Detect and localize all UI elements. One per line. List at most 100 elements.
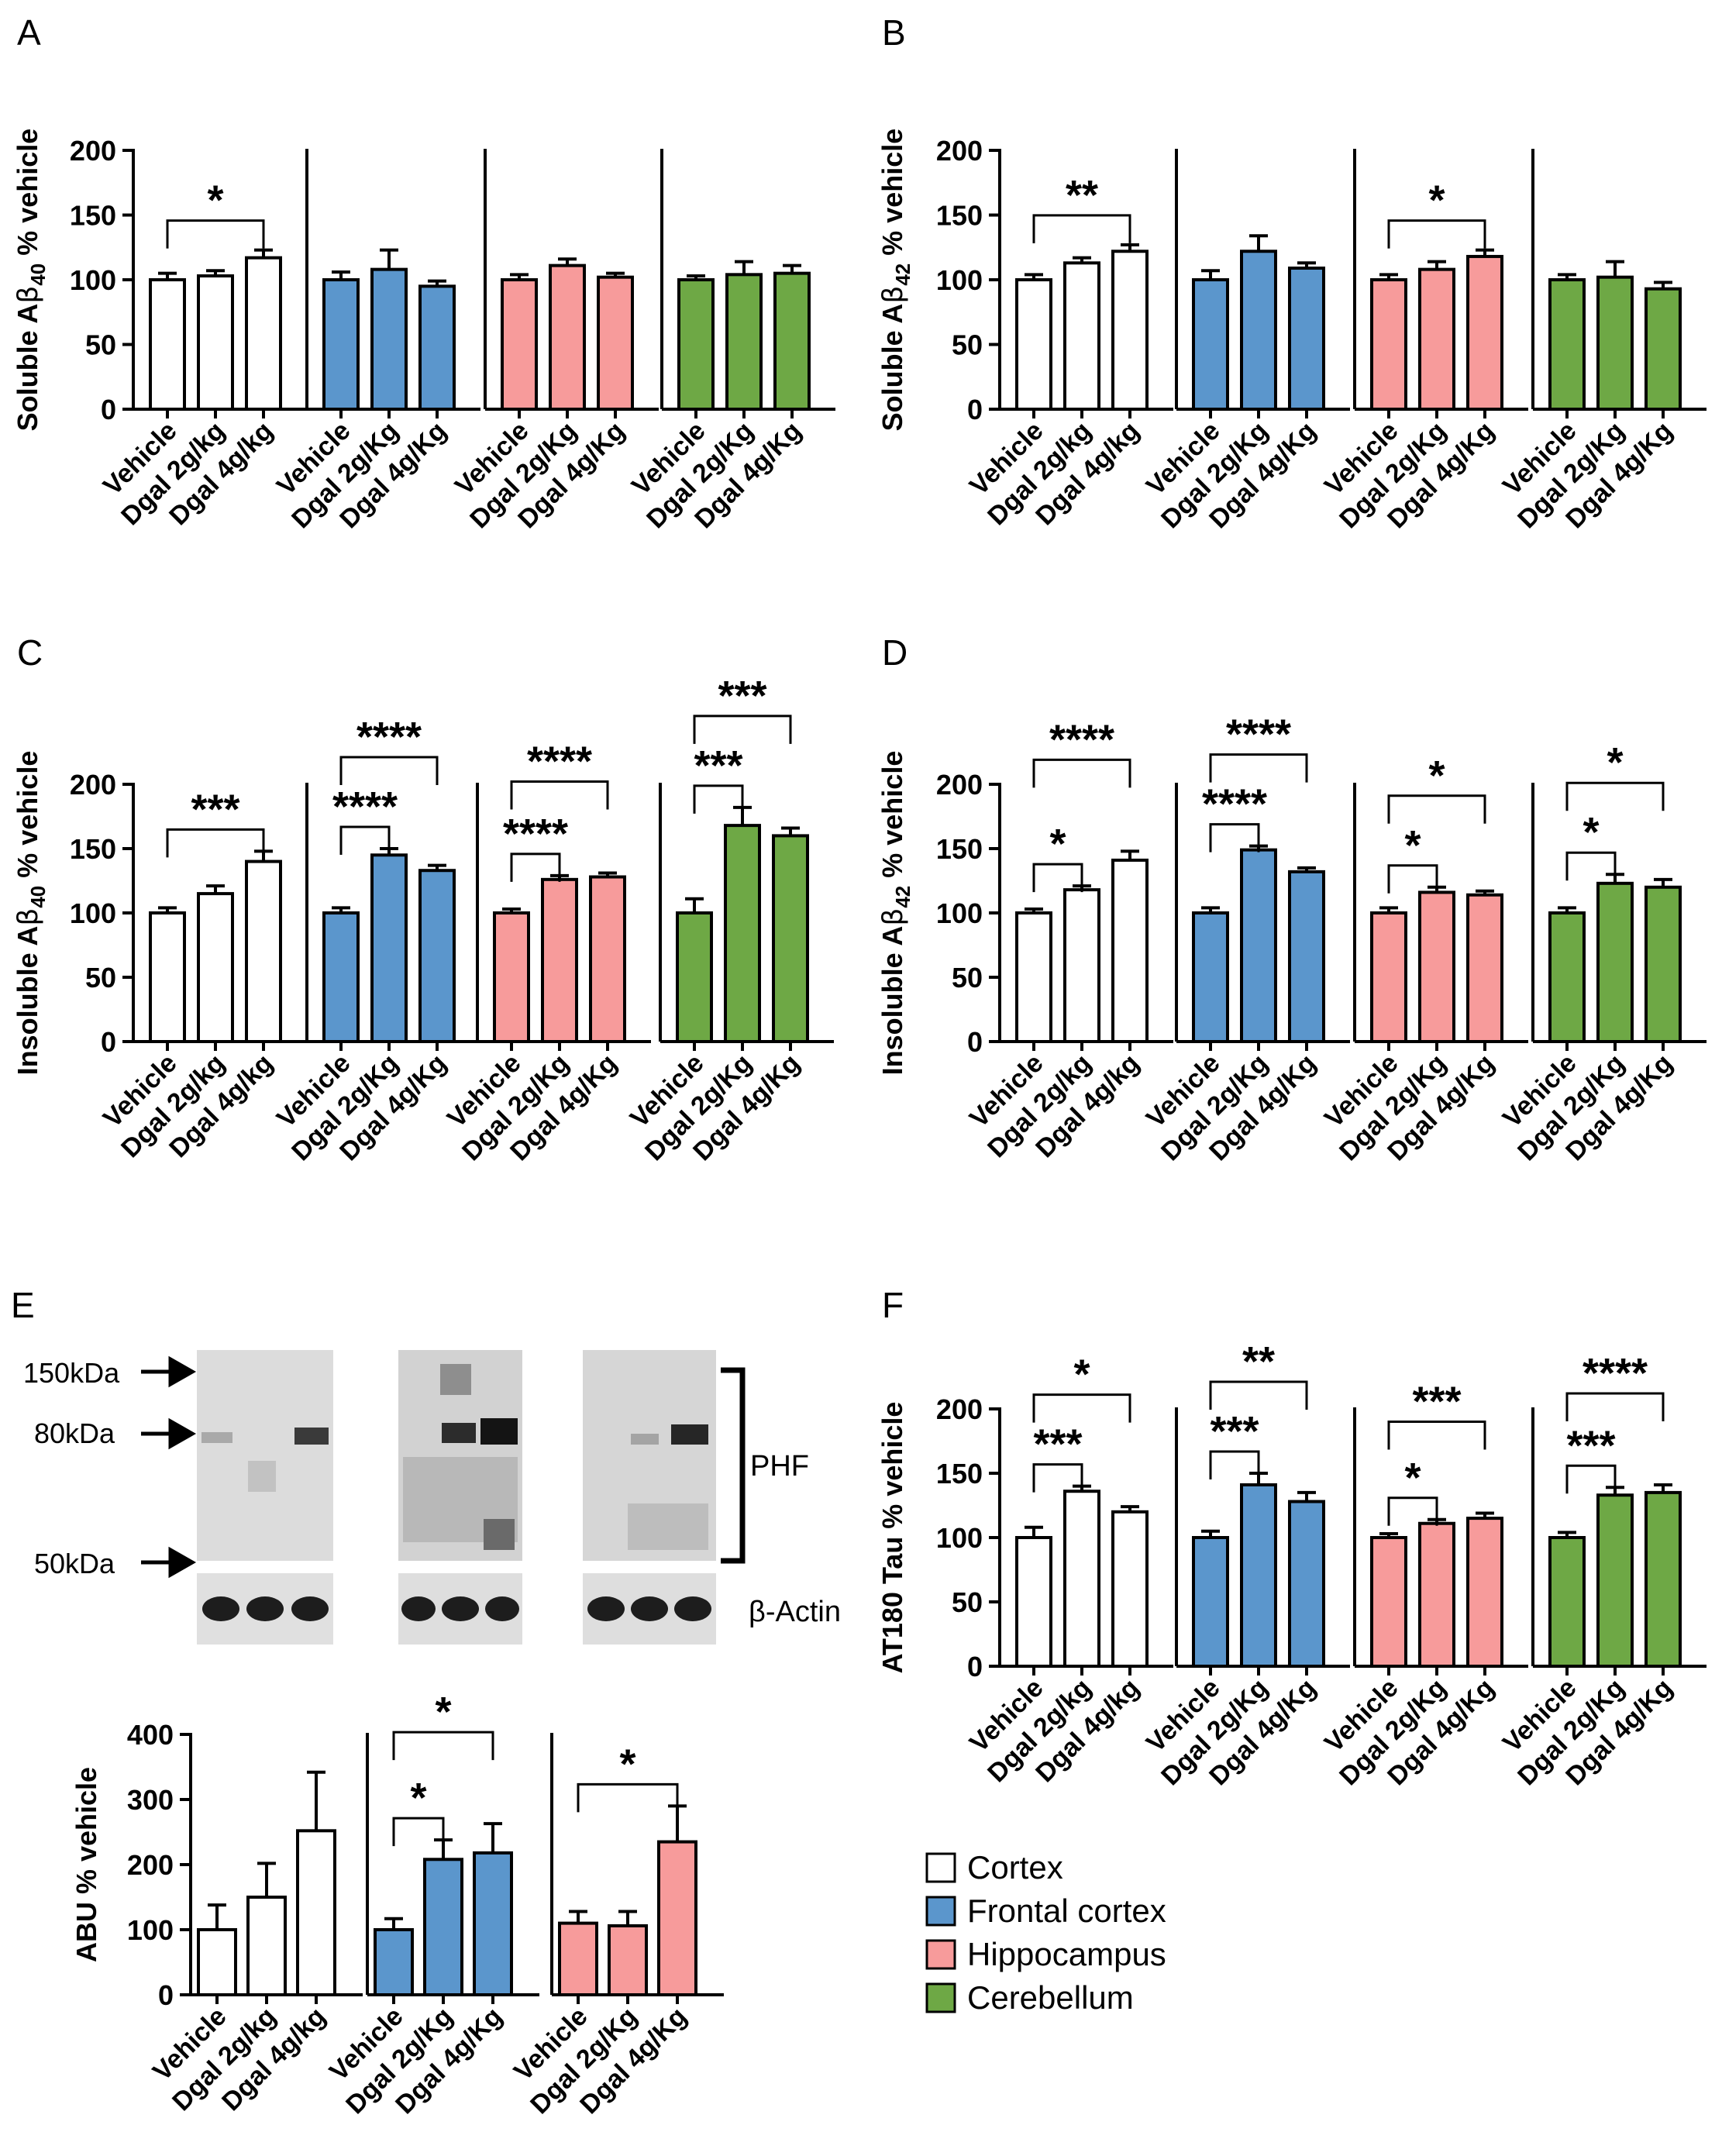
panel-label-f: F xyxy=(882,1285,904,1325)
y-tick-label: 100 xyxy=(936,1522,983,1554)
y-axis-label-tail: % vehicle xyxy=(876,129,908,263)
significance-bracket xyxy=(1032,214,1131,243)
significance-label: * xyxy=(1583,809,1599,856)
significance-label: *** xyxy=(718,673,766,719)
legend-label: Frontal cortex xyxy=(967,1893,1166,1929)
legend-label: Cerebellum xyxy=(967,1979,1134,2016)
bar xyxy=(473,1851,513,1996)
y-axis-label-subscript: 40 xyxy=(26,263,50,286)
blot-band xyxy=(201,1432,232,1443)
blot-membrane-1 xyxy=(197,1350,333,1561)
y-axis-label: ABU % vehicle xyxy=(71,1767,102,1962)
significance-label: * xyxy=(1073,1352,1090,1398)
significance-label: *** xyxy=(1412,1378,1461,1424)
bar xyxy=(1111,858,1149,1043)
y-tick-label: 200 xyxy=(70,135,116,167)
y-tick-label: 100 xyxy=(127,1914,174,1946)
bar xyxy=(1466,254,1503,411)
y-axis-label-text: Insoluble A xyxy=(12,926,43,1076)
y-axis-label-beta: β xyxy=(12,286,44,304)
marker-label: 80kDa xyxy=(34,1417,115,1449)
bar xyxy=(549,263,586,411)
panel-label-a: A xyxy=(17,12,41,53)
significance-bracket xyxy=(1565,1392,1665,1421)
significance-label: *** xyxy=(1210,1408,1259,1455)
y-axis-label: Insoluble Aβ40 % vehicle xyxy=(12,751,50,1076)
actin-band xyxy=(485,1596,519,1621)
significance-bracket xyxy=(1032,758,1131,788)
y-axis-label-tail: % vehicle xyxy=(12,751,43,886)
significance-label: *** xyxy=(1566,1422,1615,1469)
panel-label-d: D xyxy=(882,632,907,673)
y-tick-label: 100 xyxy=(70,897,116,929)
bar xyxy=(677,278,715,411)
significance-bracket xyxy=(392,1817,445,1847)
blot-band xyxy=(671,1424,708,1445)
legend-label: Hippocampus xyxy=(967,1936,1166,1972)
bar xyxy=(1548,278,1586,411)
significance-label: * xyxy=(1404,822,1421,869)
significance-label: * xyxy=(1428,177,1445,224)
significance-label: * xyxy=(619,1741,635,1787)
y-axis-label-subscript: 40 xyxy=(26,886,50,908)
bar xyxy=(1240,1483,1277,1668)
bar xyxy=(541,877,578,1043)
bar xyxy=(1288,266,1325,411)
bar xyxy=(1645,1490,1682,1669)
blot-band xyxy=(480,1418,518,1445)
y-tick-label: 50 xyxy=(85,962,116,994)
significance-bracket xyxy=(693,784,744,814)
legend-label: Cortex xyxy=(967,1849,1063,1886)
bar xyxy=(1111,1510,1149,1669)
y-tick-label: 0 xyxy=(101,394,116,425)
y-axis-label-tail: % vehicle xyxy=(12,129,43,263)
significance-bracket xyxy=(166,219,265,249)
bar xyxy=(418,869,456,1043)
y-axis-label-beta: β xyxy=(877,908,909,926)
y-tick-label: 0 xyxy=(967,394,983,425)
bar xyxy=(296,1829,336,1997)
legend-swatch-cerebellum xyxy=(925,1982,956,2013)
bar xyxy=(1015,1536,1052,1668)
blot-band xyxy=(294,1428,329,1445)
significance-bracket xyxy=(693,715,792,744)
bar xyxy=(423,1858,463,1997)
actin-band xyxy=(587,1596,625,1621)
y-tick-label: 300 xyxy=(127,1784,174,1816)
significance-bracket xyxy=(1387,794,1486,824)
western-blot: E xyxy=(11,1285,841,1645)
y-tick-label: 0 xyxy=(967,1026,983,1058)
significance-label: ** xyxy=(1242,1338,1275,1385)
y-tick-label: 200 xyxy=(936,135,983,167)
bar xyxy=(1418,267,1455,412)
legend-swatch-frontal-cortex xyxy=(925,1896,956,1927)
bar xyxy=(725,273,763,411)
y-tick-label: 200 xyxy=(936,769,983,801)
bar xyxy=(322,911,360,1043)
bar xyxy=(1418,890,1455,1043)
marker-label: 150kDa xyxy=(23,1357,120,1389)
y-tick-label: 100 xyxy=(70,264,116,296)
bar xyxy=(1192,278,1229,411)
significance-bracket xyxy=(1387,219,1486,249)
bar xyxy=(322,278,360,411)
y-tick-label: 150 xyxy=(936,200,983,232)
significance-bracket xyxy=(510,852,561,882)
significance-label: **** xyxy=(332,784,398,830)
bar xyxy=(1596,1493,1634,1668)
actin-band xyxy=(631,1596,668,1621)
significance-label: **** xyxy=(503,811,568,857)
